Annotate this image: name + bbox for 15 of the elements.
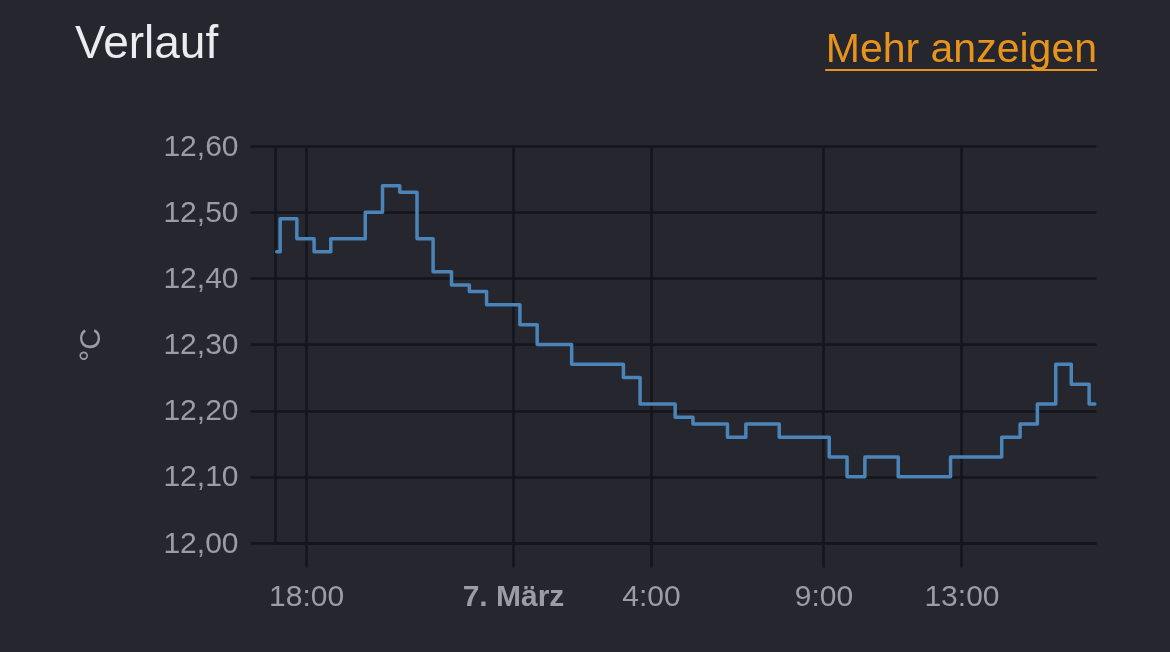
x-tick-label: 7. März: [462, 578, 565, 612]
x-tick-label: 4:00: [622, 578, 681, 612]
x-tick-label: 13:00: [924, 578, 1000, 612]
y-axis-title: °C: [72, 328, 106, 362]
chart-title: Verlauf: [75, 16, 219, 68]
x-tick-label: 18:00: [269, 578, 345, 612]
y-tick-label: 12,10: [163, 459, 239, 493]
text: Mehr anzeigen: [825, 25, 1097, 71]
y-tick-label: 12,50: [163, 194, 239, 228]
y-tick-label: 12,20: [163, 393, 239, 427]
y-tick-label: 12,60: [163, 128, 239, 162]
y-tick-label: 12,00: [163, 525, 239, 559]
y-tick-label: 12,30: [163, 327, 239, 360]
x-tick-label: 9:00: [794, 578, 854, 612]
y-tick-label: 12,40: [163, 260, 239, 294]
